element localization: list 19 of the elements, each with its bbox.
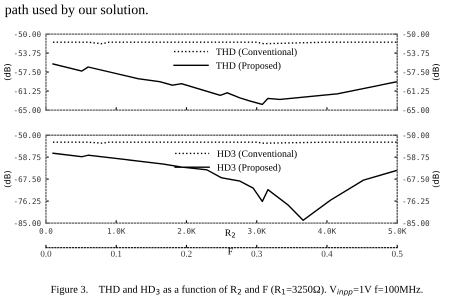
legend-label: HD3 (Conventional) [217, 150, 297, 159]
x2-tick-label: 0.1 [110, 250, 122, 257]
y-axis-title: (dB) [4, 64, 12, 80]
y-axis-title: (dB) [4, 171, 12, 188]
x-axis-title: R$_{2}$ [225, 230, 236, 238]
x2-tick-label: 0.3 [251, 250, 262, 257]
x2-tick-label: 0.4 [322, 250, 332, 257]
line-series [52, 63, 398, 106]
y2-axis-title: (dB) [432, 171, 440, 188]
x2-tick-label: 0.0 [40, 250, 52, 257]
legend-label: THD (Conventional) [216, 48, 297, 58]
x2-tick-label: 0.2 [181, 250, 192, 257]
x2-axis-title: F [228, 248, 233, 254]
legend-label: THD (Proposed) [216, 62, 281, 71]
y2-axis-title: (dB) [432, 64, 440, 80]
x2-tick-label: 0.5 [392, 250, 402, 257]
legend-label: HD3 (Proposed) [217, 164, 281, 173]
text: path used by our solution. [4, 4, 148, 18]
text: Figure 3. THD and HD$_{3}$ as a function of R$_{2}$ and F (R$_{1}$=3250Ω). V$_{inpp}$=1V f=100MHz. [50, 285, 423, 296]
